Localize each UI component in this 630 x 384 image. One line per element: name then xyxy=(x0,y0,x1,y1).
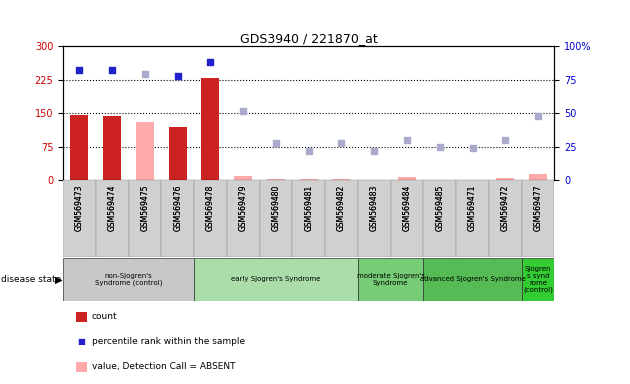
Text: GSM569480: GSM569480 xyxy=(272,184,280,231)
Text: GSM569475: GSM569475 xyxy=(140,184,149,231)
Bar xyxy=(358,180,391,257)
Bar xyxy=(423,180,456,257)
Bar xyxy=(423,258,522,301)
Text: GSM569471: GSM569471 xyxy=(468,184,477,231)
Title: GDS3940 / 221870_at: GDS3940 / 221870_at xyxy=(240,32,377,45)
Point xyxy=(500,137,510,143)
Bar xyxy=(169,127,186,180)
Text: GSM569482: GSM569482 xyxy=(337,184,346,230)
Text: GSM569484: GSM569484 xyxy=(403,184,411,231)
Text: percentile rank within the sample: percentile rank within the sample xyxy=(92,337,245,346)
Text: GSM569482: GSM569482 xyxy=(337,184,346,230)
Text: ■: ■ xyxy=(77,337,85,346)
Bar xyxy=(529,174,547,180)
Point xyxy=(369,148,379,154)
Text: moderate Sjogren's
Syndrome: moderate Sjogren's Syndrome xyxy=(357,273,425,286)
Point xyxy=(336,140,346,146)
Point xyxy=(467,145,478,151)
Point xyxy=(173,73,183,79)
Bar xyxy=(260,180,292,257)
Text: GSM569477: GSM569477 xyxy=(534,184,542,231)
Point xyxy=(238,108,248,114)
Text: GSM569485: GSM569485 xyxy=(435,184,444,231)
Point xyxy=(271,140,281,146)
Text: GSM569476: GSM569476 xyxy=(173,184,182,231)
Text: GSM569479: GSM569479 xyxy=(239,184,248,231)
Text: GSM569476: GSM569476 xyxy=(173,184,182,231)
Text: GSM569477: GSM569477 xyxy=(534,184,542,231)
Text: GSM569479: GSM569479 xyxy=(239,184,248,231)
Text: advanced Sjogren's Syndrome: advanced Sjogren's Syndrome xyxy=(420,276,525,282)
Text: GSM569481: GSM569481 xyxy=(304,184,313,230)
Text: Sjogren
s synd
rome
(control): Sjogren s synd rome (control) xyxy=(523,266,553,293)
Bar xyxy=(129,180,161,257)
Bar xyxy=(136,122,154,180)
Text: count: count xyxy=(92,312,118,321)
Text: GSM569471: GSM569471 xyxy=(468,184,477,231)
Bar xyxy=(489,180,522,257)
Text: GSM569475: GSM569475 xyxy=(140,184,149,231)
Text: GSM569481: GSM569481 xyxy=(304,184,313,230)
Bar xyxy=(227,180,260,257)
Text: non-Sjogren's
Syndrome (control): non-Sjogren's Syndrome (control) xyxy=(94,273,163,286)
Text: early Sjogren's Syndrome: early Sjogren's Syndrome xyxy=(231,276,321,282)
Bar xyxy=(234,176,252,180)
Bar xyxy=(96,180,129,257)
Text: GSM569472: GSM569472 xyxy=(501,184,510,231)
Point xyxy=(402,137,412,143)
Bar xyxy=(522,180,554,257)
Bar xyxy=(63,180,96,257)
Point xyxy=(107,67,117,73)
Bar xyxy=(194,180,227,257)
Text: GSM569484: GSM569484 xyxy=(403,184,411,231)
Bar xyxy=(398,177,416,180)
Bar xyxy=(63,258,194,301)
Text: GSM569478: GSM569478 xyxy=(206,184,215,231)
Bar xyxy=(300,179,318,180)
Text: value, Detection Call = ABSENT: value, Detection Call = ABSENT xyxy=(92,362,236,371)
Text: GSM569478: GSM569478 xyxy=(206,184,215,231)
Bar xyxy=(456,180,489,257)
Point xyxy=(205,59,215,65)
Bar xyxy=(71,114,88,180)
Bar xyxy=(161,180,194,257)
Bar xyxy=(267,179,285,180)
Bar xyxy=(325,180,358,257)
Point xyxy=(533,113,543,119)
Text: GSM569483: GSM569483 xyxy=(370,184,379,231)
Text: GSM569480: GSM569480 xyxy=(272,184,280,231)
Text: GSM569474: GSM569474 xyxy=(108,184,117,231)
Text: ▶: ▶ xyxy=(55,274,62,285)
Text: disease state: disease state xyxy=(1,275,62,284)
Bar xyxy=(522,258,554,301)
Bar xyxy=(333,179,350,180)
Text: GSM569473: GSM569473 xyxy=(75,184,84,231)
Bar xyxy=(103,116,121,180)
Bar xyxy=(292,180,325,257)
Text: GSM569483: GSM569483 xyxy=(370,184,379,231)
Text: GSM569485: GSM569485 xyxy=(435,184,444,231)
Text: GSM569474: GSM569474 xyxy=(108,184,117,231)
Point xyxy=(74,67,84,73)
Text: GSM569472: GSM569472 xyxy=(501,184,510,231)
Bar xyxy=(391,180,423,257)
Bar xyxy=(358,258,423,301)
Bar xyxy=(496,178,514,180)
Text: GSM569473: GSM569473 xyxy=(75,184,84,231)
Point xyxy=(304,148,314,154)
Point xyxy=(140,71,150,78)
Bar xyxy=(202,78,219,180)
Bar xyxy=(194,258,358,301)
Point xyxy=(435,144,445,150)
